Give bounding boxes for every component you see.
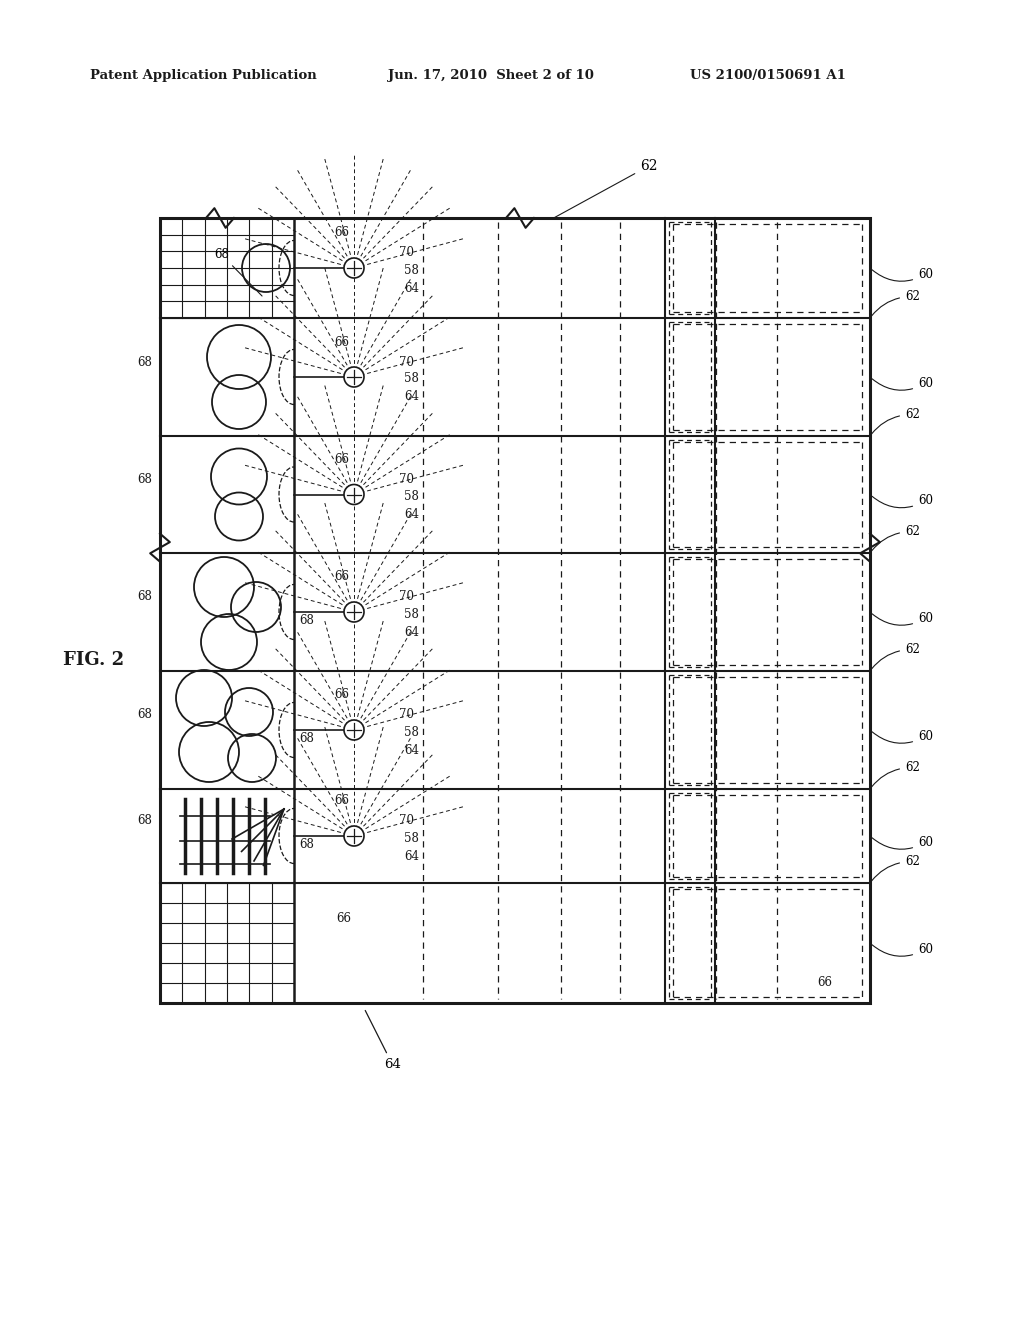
Bar <box>160 218 870 1003</box>
Text: Jun. 17, 2010  Sheet 2 of 10: Jun. 17, 2010 Sheet 2 of 10 <box>388 69 594 82</box>
Text: 68: 68 <box>299 731 314 744</box>
Text: 66: 66 <box>335 689 349 701</box>
Text: 70: 70 <box>399 814 414 828</box>
Text: 62: 62 <box>871 762 920 787</box>
Text: 60: 60 <box>872 730 933 743</box>
Text: 64: 64 <box>404 508 419 521</box>
Text: 62: 62 <box>871 643 920 669</box>
Text: 68: 68 <box>137 590 152 603</box>
Text: 66: 66 <box>335 453 349 466</box>
Text: 64: 64 <box>366 1011 400 1071</box>
Text: 68: 68 <box>137 814 152 828</box>
Text: 68: 68 <box>137 355 152 368</box>
Circle shape <box>344 602 364 622</box>
Circle shape <box>344 257 364 279</box>
Text: 58: 58 <box>404 726 419 738</box>
Text: 62: 62 <box>871 525 920 550</box>
Text: US 2100/0150691 A1: US 2100/0150691 A1 <box>690 69 846 82</box>
Circle shape <box>344 719 364 741</box>
Text: 66: 66 <box>337 912 351 924</box>
Text: 58: 58 <box>404 372 419 385</box>
Text: Patent Application Publication: Patent Application Publication <box>90 69 316 82</box>
Text: 58: 58 <box>404 264 419 276</box>
Text: 60: 60 <box>872 942 933 956</box>
Text: 66: 66 <box>335 335 349 348</box>
Text: 68: 68 <box>214 248 262 296</box>
Text: 68: 68 <box>299 837 314 850</box>
Text: 68: 68 <box>137 473 152 486</box>
Text: 70: 70 <box>399 709 414 722</box>
Text: 62: 62 <box>871 408 920 434</box>
Text: FIG. 2: FIG. 2 <box>63 651 124 669</box>
Text: 60: 60 <box>872 495 933 508</box>
Text: 58: 58 <box>404 490 419 503</box>
Text: 64: 64 <box>404 626 419 639</box>
Text: 70: 70 <box>399 355 414 368</box>
Text: 66: 66 <box>817 977 833 990</box>
Text: 68: 68 <box>299 614 314 627</box>
Text: 60: 60 <box>872 268 933 281</box>
Text: 62: 62 <box>871 855 920 880</box>
Circle shape <box>344 367 364 387</box>
Text: 70: 70 <box>399 473 414 486</box>
Text: 66: 66 <box>335 227 349 239</box>
Text: 60: 60 <box>872 612 933 626</box>
Text: 64: 64 <box>404 391 419 404</box>
Text: 62: 62 <box>552 158 657 219</box>
Text: 70: 70 <box>399 590 414 603</box>
Text: 66: 66 <box>335 570 349 583</box>
Text: 64: 64 <box>404 850 419 862</box>
Text: 60: 60 <box>872 378 933 391</box>
Text: 58: 58 <box>404 607 419 620</box>
Circle shape <box>344 826 364 846</box>
Text: 70: 70 <box>399 247 414 260</box>
Text: 60: 60 <box>872 836 933 849</box>
Text: 64: 64 <box>404 281 419 294</box>
Text: 58: 58 <box>404 832 419 845</box>
Text: 68: 68 <box>137 709 152 722</box>
Text: 62: 62 <box>871 290 920 315</box>
Text: 66: 66 <box>335 795 349 808</box>
Circle shape <box>344 484 364 504</box>
Text: 64: 64 <box>404 743 419 756</box>
